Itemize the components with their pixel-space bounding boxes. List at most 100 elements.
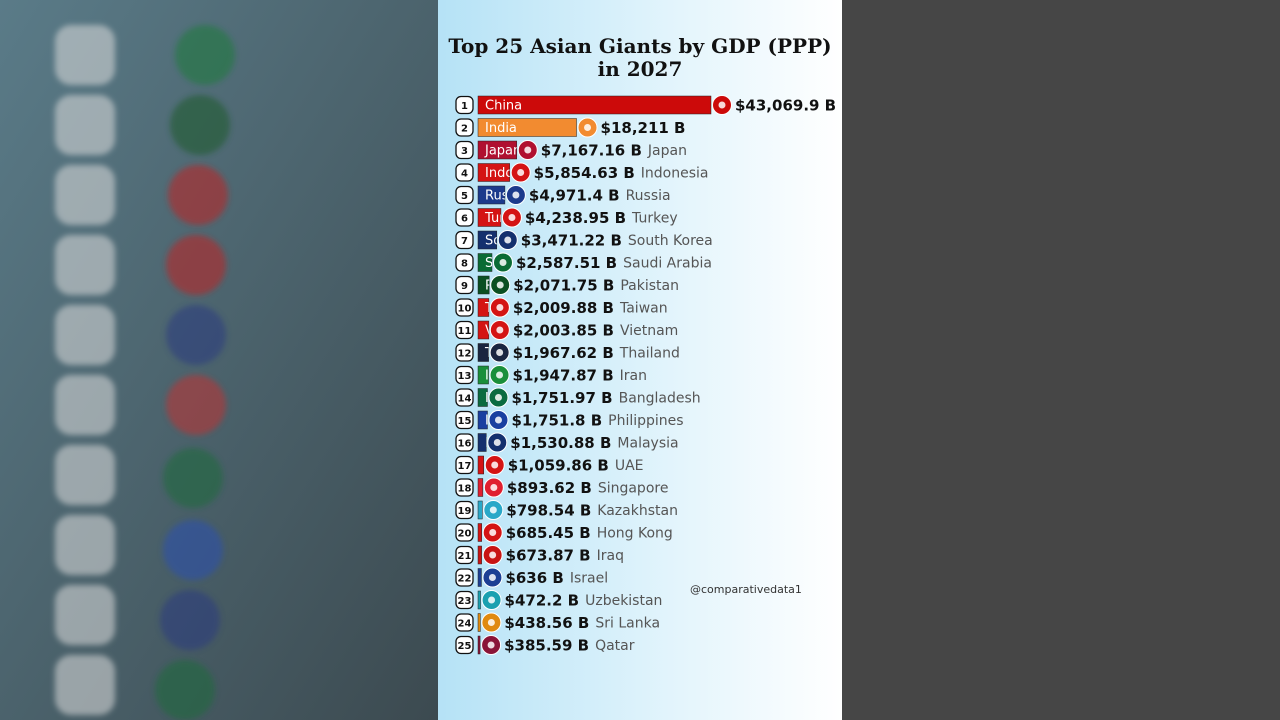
value-label: $1,947.87 B [513,367,614,385]
rank-box [455,208,474,227]
bar [477,478,484,497]
bar-row: 3 Japan $7,167.16 B Japan [455,140,687,160]
bar-name: Philippines [485,414,555,429]
country-name: Qatar [595,638,635,654]
rank-box [455,568,474,587]
rank-box [455,545,474,565]
country-name: Taiwan [619,301,668,317]
rank-box [455,253,474,272]
flag-emblem [508,214,516,221]
flag-emblem [512,191,520,199]
country-name: Philippines [608,413,683,429]
bar-name: Malaysia [485,436,542,451]
value-label: $1,751.97 B [511,389,612,407]
value-label: $2,587.51 B [516,254,617,272]
bar [477,455,484,475]
flag-emblem [584,124,592,131]
value-label: $438.56 B [504,614,589,632]
country-name: Singapore [598,481,669,497]
flag-emblem [488,596,496,604]
rank-label: 19 [458,506,472,517]
rank-label: 20 [458,529,472,540]
rank-label: 16 [458,439,472,450]
bar-name: Bangladesh [485,391,561,406]
bar [477,523,482,542]
value-label: $893.62 B [507,479,592,497]
rank-label: 4 [461,169,468,180]
country-name: Hong Kong [597,526,673,542]
rank-label: 2 [461,124,468,135]
value-label: $4,238.95 B [525,209,626,227]
bar-name: Indonesia [485,166,548,181]
country-name: Pakistan [620,278,679,294]
flag-emblem [499,259,507,266]
rank-label: 25 [458,641,472,652]
rank-box [455,523,474,542]
value-label: $1,530.88 B [510,434,611,452]
country-name: Sri Lanka [595,616,660,632]
rank-box [455,163,474,182]
bar [477,410,488,430]
rank-box [455,140,474,160]
rank-box [455,410,474,430]
value-label: $7,167.16 B [541,142,642,160]
value-label: $1,059.86 B [508,457,609,475]
value-label: $1,751.8 B [511,412,602,430]
bar-name: Taiwan [484,301,529,316]
rank-label: 3 [461,146,468,157]
bar-name: China [485,99,522,114]
rank-label: 23 [458,596,472,607]
value-label: $18,211 B [601,119,686,137]
rank-box [455,95,474,115]
bar [477,298,490,317]
bar [477,635,481,655]
value-label: $636 B [505,569,563,587]
flag-emblem [718,101,726,109]
value-label: $1,967.62 B [513,344,614,362]
country-name: Bangladesh [619,391,701,407]
flag-emblem [496,281,504,289]
value-label: $4,971.4 B [529,187,620,205]
value-label: $43,069.9 B [735,97,836,115]
rank-label: 22 [458,574,472,585]
rank-box [455,433,474,452]
bar [477,500,483,520]
bar-name: Saudi Arabia [485,256,568,271]
flag-emblem [496,304,504,311]
flag-emblem [489,506,497,514]
bar [477,140,518,160]
rank-label: 24 [458,619,472,630]
rank-label: 18 [458,484,472,495]
country-name: UAE [615,458,644,474]
rank-box [455,478,474,497]
flag-emblem [491,461,499,469]
bar [477,275,490,295]
flag-emblem [489,551,497,559]
bar [477,230,498,250]
flag-emblem [494,416,502,424]
bar [477,365,489,385]
bar [477,613,481,632]
rank-box [455,388,474,407]
bar-name: Iran [485,369,510,384]
flag-emblem [517,169,525,176]
flag-emblem [489,529,497,536]
bar [477,433,487,452]
bar [477,388,488,407]
